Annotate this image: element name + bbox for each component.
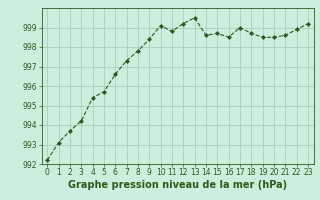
X-axis label: Graphe pression niveau de la mer (hPa): Graphe pression niveau de la mer (hPa) [68, 180, 287, 190]
